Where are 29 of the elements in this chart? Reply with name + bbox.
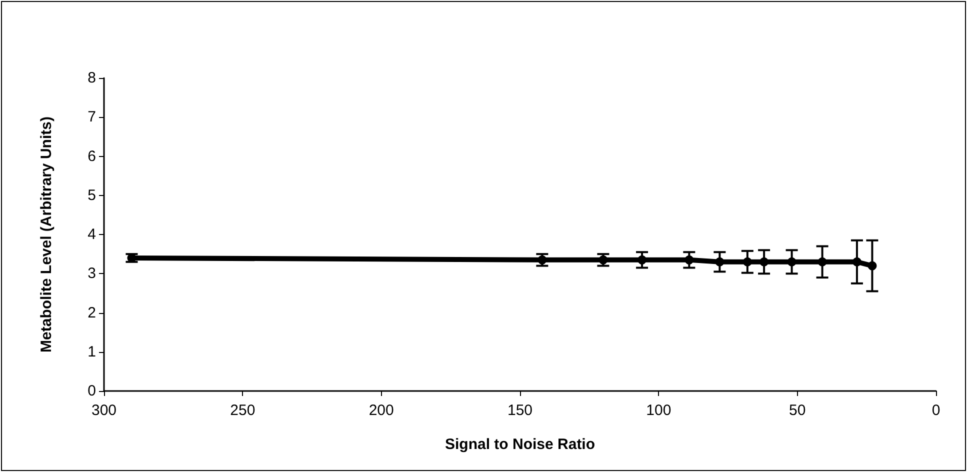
x-tick-label: 300 [91, 402, 117, 419]
y-tick-label: 7 [88, 108, 96, 126]
y-tick-label: 5 [88, 186, 96, 204]
point [638, 255, 647, 264]
y-axis-title: Metabolite Level (Arbitrary Units) [38, 116, 55, 352]
point [818, 257, 827, 266]
y-tick-label: 0 [88, 382, 96, 400]
y-tick-label: 4 [88, 226, 96, 243]
y-tick-label: 2 [88, 304, 96, 322]
point [598, 255, 608, 264]
y-tick-label: 3 [88, 265, 96, 282]
point [538, 255, 547, 264]
x-axis-title: Signal to Noise Ratio [444, 436, 596, 453]
y-tick-label: 1 [88, 343, 96, 360]
x-tick-label: 150 [507, 402, 533, 419]
x-tick-label: 50 [788, 402, 806, 419]
x-tick-label: 250 [230, 402, 256, 419]
point [852, 257, 862, 266]
point [760, 257, 769, 266]
point [715, 257, 724, 266]
point [684, 255, 694, 264]
x-tick-label: 100 [646, 402, 672, 419]
y-tick-label: 6 [88, 148, 96, 165]
point [868, 261, 877, 270]
x-tick-label: 200 [368, 402, 394, 419]
point [787, 257, 796, 266]
point [742, 257, 752, 266]
y-tick-label: 8 [88, 70, 96, 86]
x-tick-label: 0 [932, 402, 940, 419]
